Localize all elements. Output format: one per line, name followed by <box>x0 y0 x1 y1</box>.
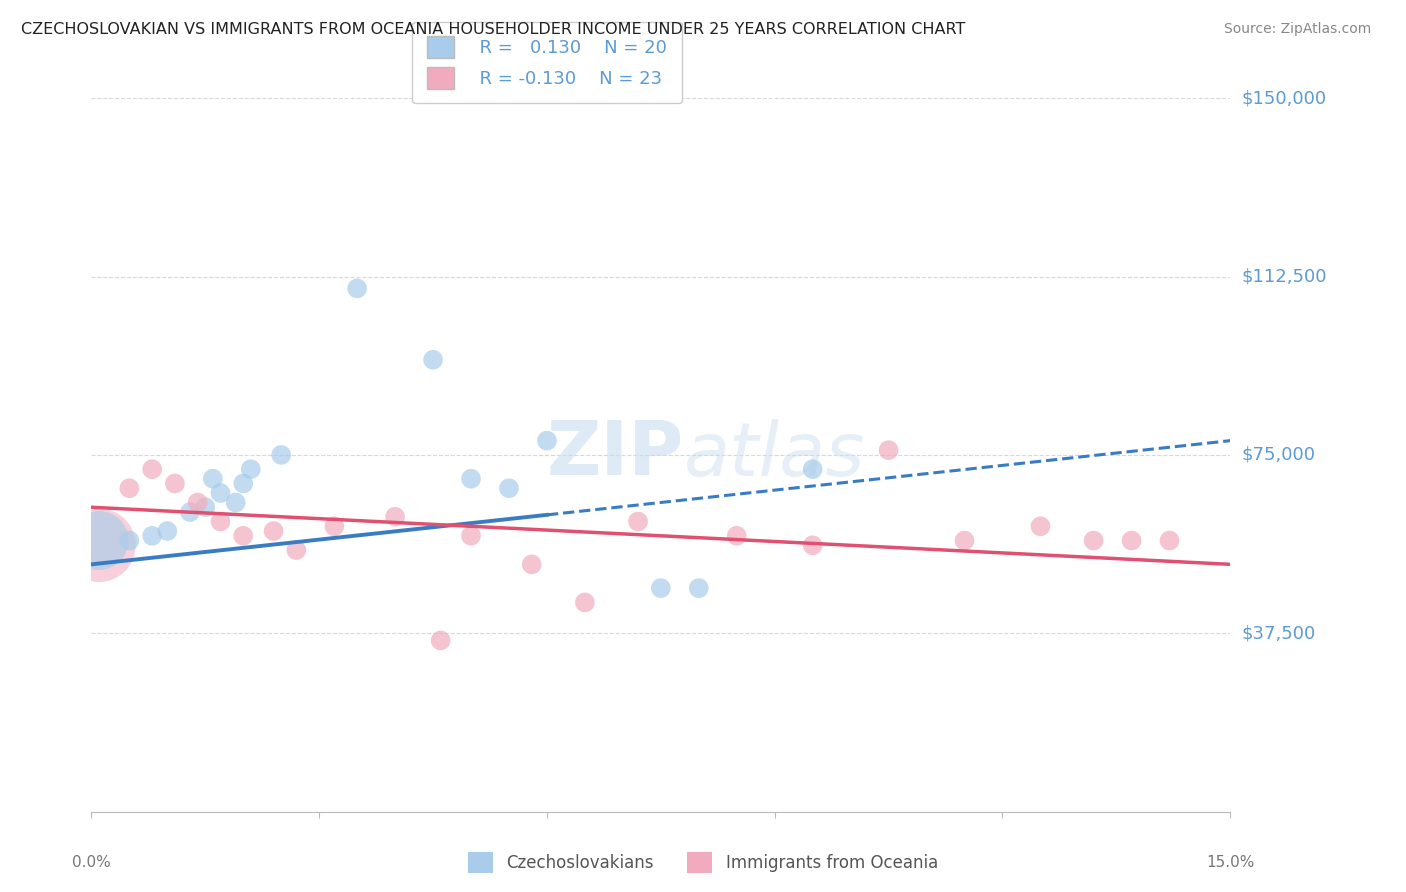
Point <box>225 495 247 509</box>
Point <box>163 476 186 491</box>
Point <box>263 524 285 538</box>
Text: Source: ZipAtlas.com: Source: ZipAtlas.com <box>1223 22 1371 37</box>
Point <box>1159 533 1181 548</box>
Text: $37,500: $37,500 <box>1241 624 1316 642</box>
Point <box>87 533 110 548</box>
Point <box>87 538 110 552</box>
Point <box>141 529 163 543</box>
Text: 15.0%: 15.0% <box>1206 855 1254 870</box>
Point <box>725 529 748 543</box>
Point <box>574 595 596 609</box>
Text: $150,000: $150,000 <box>1241 89 1327 107</box>
Point <box>953 533 976 548</box>
Point <box>801 462 824 476</box>
Legend:   R =   0.130    N = 20,   R = -0.130    N = 23: R = 0.130 N = 20, R = -0.130 N = 23 <box>412 21 682 103</box>
Point <box>460 472 482 486</box>
Point <box>209 515 232 529</box>
Point <box>650 581 672 595</box>
Point <box>536 434 558 448</box>
Point <box>118 481 141 495</box>
Point <box>156 524 179 538</box>
Point <box>520 558 543 572</box>
Text: $112,500: $112,500 <box>1241 268 1327 285</box>
Point <box>187 495 209 509</box>
Point <box>627 515 650 529</box>
Point <box>460 529 482 543</box>
Point <box>232 529 254 543</box>
Point <box>201 472 224 486</box>
Point <box>346 281 368 295</box>
Point <box>384 509 406 524</box>
Point <box>239 462 262 476</box>
Point <box>422 352 444 367</box>
Point <box>877 443 900 458</box>
Point <box>1121 533 1143 548</box>
Point <box>1029 519 1052 533</box>
Point <box>323 519 346 533</box>
Text: atlas: atlas <box>683 419 865 491</box>
Point <box>498 481 520 495</box>
Point <box>429 633 451 648</box>
Text: ZIP: ZIP <box>547 418 683 491</box>
Point <box>285 543 308 558</box>
Point <box>1083 533 1105 548</box>
Point <box>194 500 217 515</box>
Point <box>141 462 163 476</box>
Point <box>270 448 292 462</box>
Point <box>209 486 232 500</box>
Text: CZECHOSLOVAKIAN VS IMMIGRANTS FROM OCEANIA HOUSEHOLDER INCOME UNDER 25 YEARS COR: CZECHOSLOVAKIAN VS IMMIGRANTS FROM OCEAN… <box>21 22 966 37</box>
Text: 0.0%: 0.0% <box>72 855 111 870</box>
Point <box>118 533 141 548</box>
Point <box>801 538 824 552</box>
Point <box>232 476 254 491</box>
Point <box>179 505 201 519</box>
Legend: Czechoslovakians, Immigrants from Oceania: Czechoslovakians, Immigrants from Oceani… <box>461 846 945 880</box>
Point <box>688 581 710 595</box>
Text: $75,000: $75,000 <box>1241 446 1316 464</box>
